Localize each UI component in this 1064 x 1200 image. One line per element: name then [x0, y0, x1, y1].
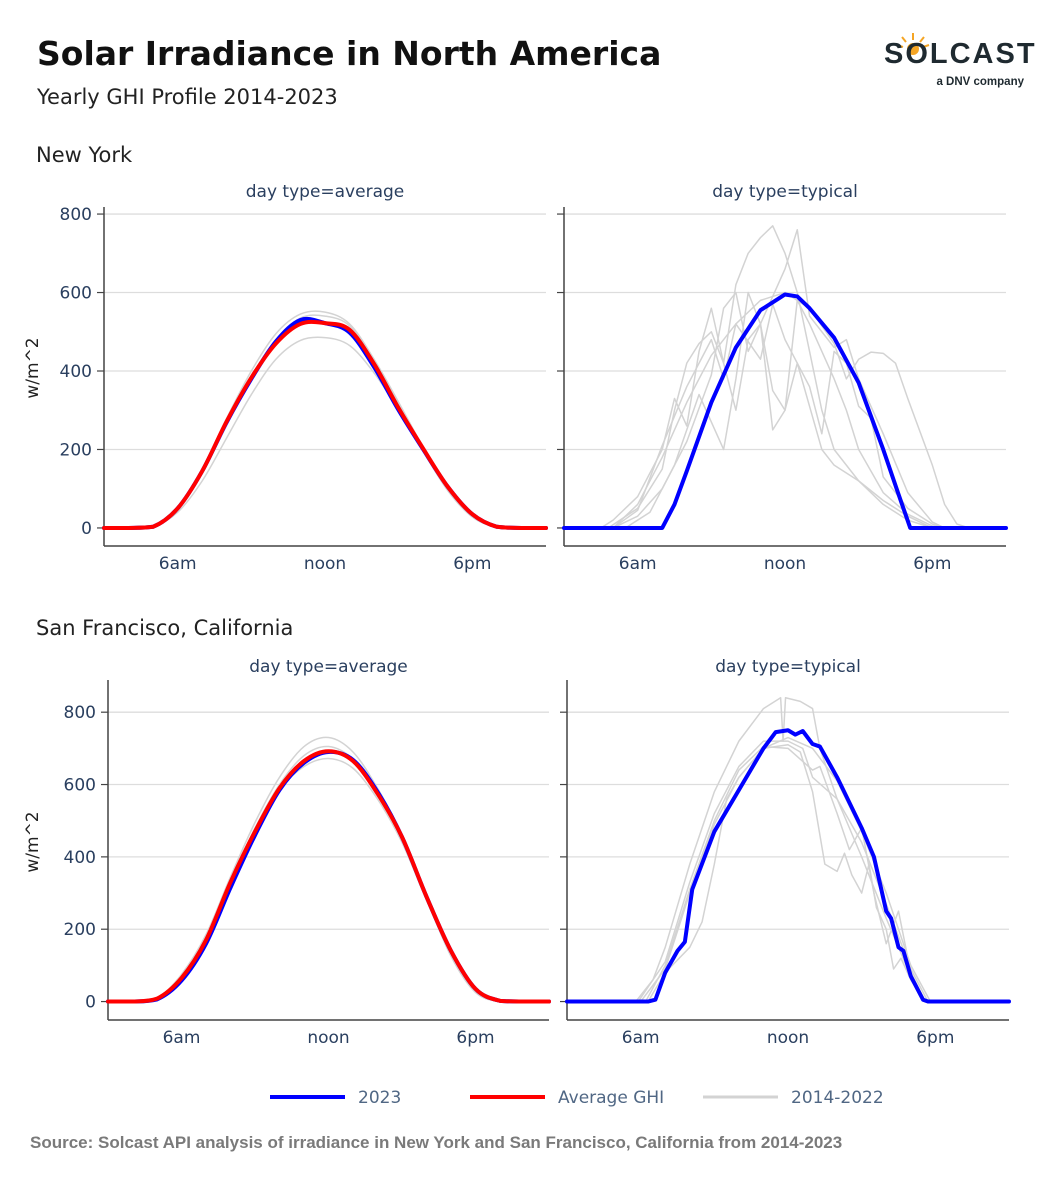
panel-san-francisco-typical: 6am noon 6pm day type=typical [560, 657, 1011, 1048]
x-tick-label: 6pm [456, 1028, 494, 1048]
legend-label: 2014-2022 [791, 1088, 884, 1108]
legend-label: Average GHI [558, 1088, 664, 1108]
legend-label: 2023 [358, 1088, 401, 1108]
legend-item-2014-2022: 2014-2022 [703, 1088, 884, 1108]
series-line-2014-2022 [563, 291, 1007, 529]
x-tick-label: 6pm [453, 554, 491, 574]
y-tick-label: 200 [60, 440, 92, 460]
series-line-2014-2022 [103, 314, 547, 529]
sun-icon [896, 33, 930, 55]
series-line-2014-2022 [563, 323, 1007, 529]
panel-title: day type=average [249, 657, 408, 677]
y-tick-label: 600 [60, 284, 92, 304]
y-axis-label: w/m^2 [23, 811, 43, 872]
source-note: Source: Solcast API analysis of irradian… [30, 1133, 843, 1152]
series-line-2014-2022 [566, 740, 1010, 1003]
series-line-2014-2022 [563, 229, 1007, 529]
x-tick-label: 6pm [913, 554, 951, 574]
region-label-new-york: New York [36, 143, 133, 167]
legend: 2023 Average GHI 2014-2022 [270, 1088, 884, 1108]
series-line-2014-2022 [103, 310, 547, 529]
panel-san-francisco-average: 0 200 400 600 800 6am noon 6pm day type=average w… [23, 657, 551, 1048]
logo-subtext: a DNV company [936, 76, 1024, 88]
panel-new-york-average: 0 200 400 600 800 6am noon 6pm day type=average w… [23, 182, 548, 574]
series-line-2014-2022 [563, 303, 1007, 529]
y-tick-label: 600 [64, 776, 96, 796]
solcast-logo: SOLCAST a DNV company [880, 32, 1035, 92]
y-tick-label: 800 [60, 205, 92, 225]
region-label-san-francisco: San Francisco, California [36, 616, 294, 640]
series-line-2014-2022 [566, 696, 1010, 1003]
series-line-average-ghi [106, 749, 551, 1004]
series-line-average-ghi [102, 319, 548, 530]
x-tick-label: 6am [622, 1028, 660, 1048]
x-tick-label: 6am [159, 554, 197, 574]
x-tick-label: 6am [619, 554, 657, 574]
panel-title: day type=average [246, 182, 405, 202]
series-line-2014-2022 [107, 736, 550, 1003]
x-tick-label: noon [764, 554, 806, 574]
y-tick-label: 0 [81, 519, 92, 539]
series-line-2014-2022 [107, 757, 550, 1003]
series-line-2014-2022 [566, 743, 1010, 1003]
y-tick-label: 800 [64, 703, 96, 723]
panel-title: day type=typical [712, 182, 858, 202]
x-tick-label: noon [304, 554, 346, 574]
series-line-2014-2022 [103, 336, 547, 529]
series-line-2023 [102, 316, 548, 530]
x-tick-label: noon [307, 1028, 349, 1048]
series-line-2023 [562, 292, 1008, 530]
series-line-2014-2022 [566, 745, 1010, 1003]
series-line-2023 [106, 749, 551, 1004]
legend-item-average-ghi: Average GHI [470, 1088, 664, 1108]
x-tick-label: 6am [163, 1028, 201, 1048]
chart-title: Solar Irradiance in North America [37, 34, 662, 73]
y-tick-label: 400 [60, 362, 92, 382]
y-tick-label: 0 [85, 993, 96, 1013]
series-line-2014-2022 [563, 291, 1007, 529]
logo-wordmark: SOLCAST [884, 38, 1037, 70]
y-tick-label: 200 [64, 920, 96, 940]
legend-item-2023: 2023 [270, 1088, 401, 1108]
series-line-2014-2022 [566, 736, 1010, 1003]
x-tick-label: noon [767, 1028, 809, 1048]
chart-subtitle: Yearly GHI Profile 2014-2023 [37, 85, 338, 109]
y-axis-label: w/m^2 [23, 337, 43, 398]
panel-new-york-typical: 6am noon 6pm day type=typical [557, 182, 1008, 574]
series-line-2023 [565, 728, 1011, 1004]
series-line-2014-2022 [563, 225, 1007, 529]
y-tick-label: 400 [64, 848, 96, 868]
panel-title: day type=typical [715, 657, 861, 677]
x-tick-label: 6pm [916, 1028, 954, 1048]
